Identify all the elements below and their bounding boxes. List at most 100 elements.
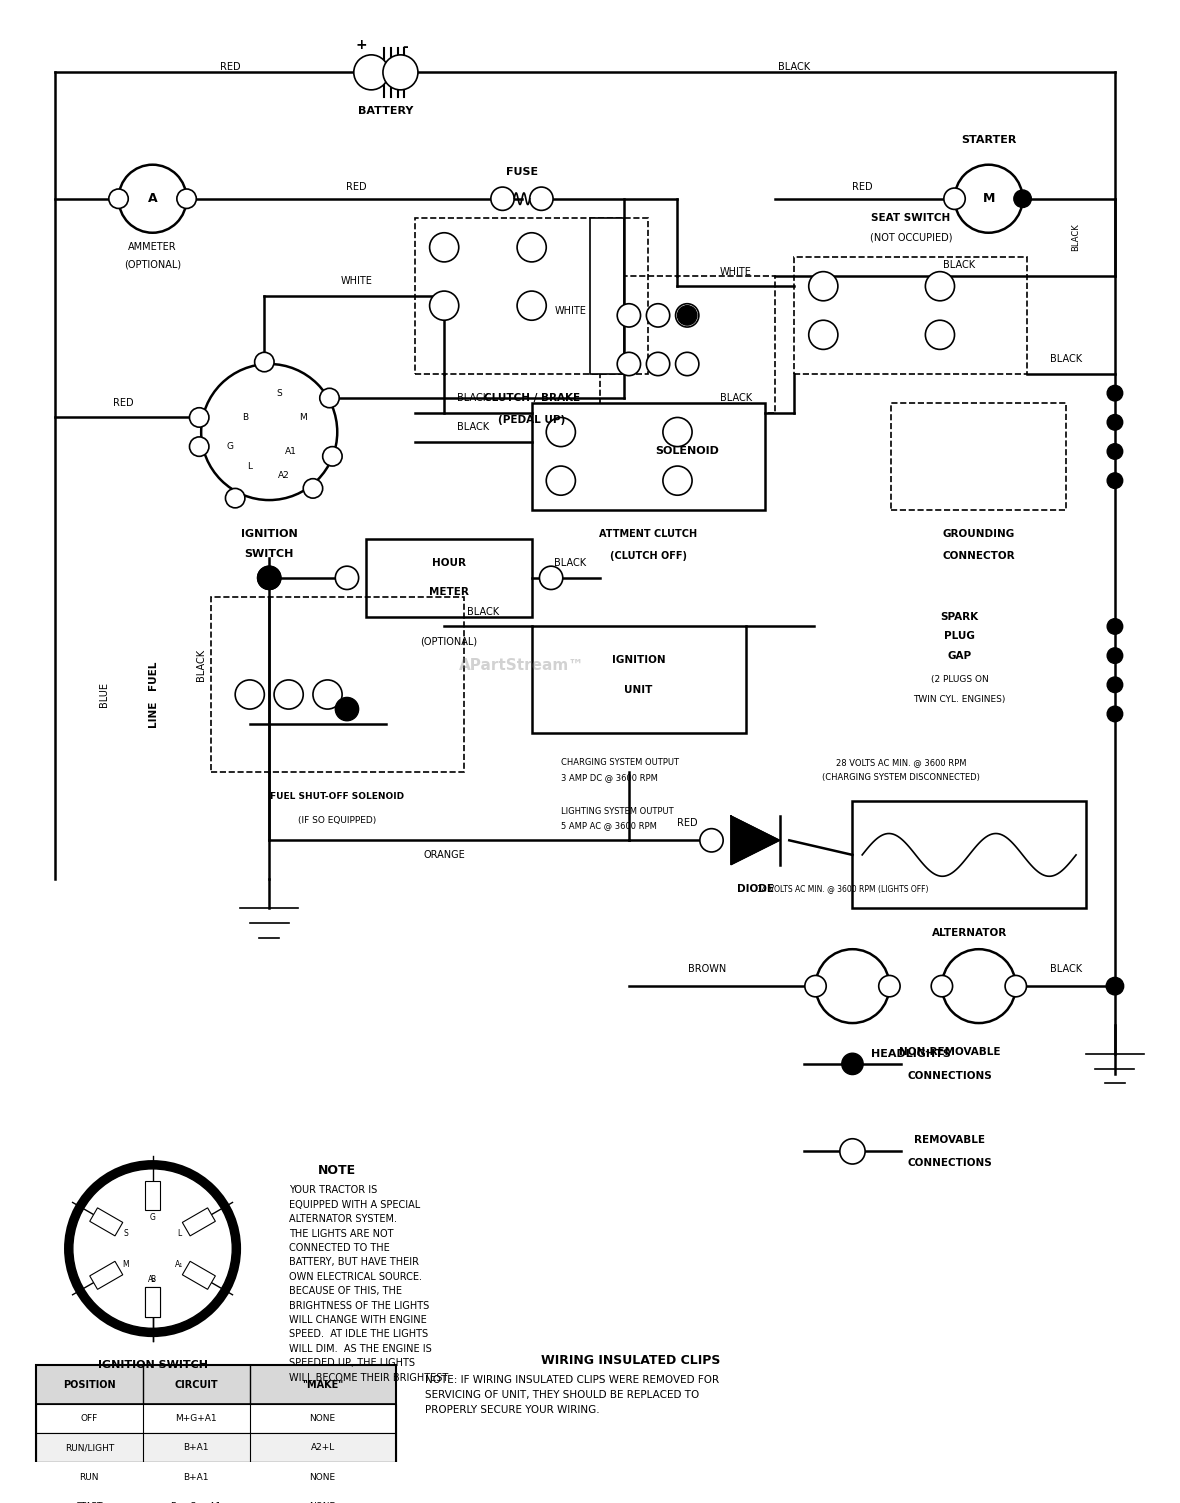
Bar [211,597,464,773]
Circle shape [942,950,1016,1024]
Text: A₂: A₂ [149,1275,157,1284]
Bar [35,1491,395,1503]
Text: CONNECTOR: CONNECTOR [943,552,1015,562]
Text: RED: RED [677,818,697,828]
Text: 5 AMP AC @ 3600 RPM: 5 AMP AC @ 3600 RPM [560,821,657,830]
Text: (OPTIONAL): (OPTIONAL) [420,636,478,646]
Circle shape [335,567,359,589]
Text: BLACK: BLACK [1071,224,1081,251]
Bar [367,540,532,616]
Bar [35,1365,395,1404]
Text: BLACK: BLACK [720,392,752,403]
Bar [35,1365,395,1503]
Text: CONNECTIONS: CONNECTIONS [907,1070,992,1081]
Text: FUEL SHUT-OFF SOLENOID: FUEL SHUT-OFF SOLENOID [270,792,405,801]
Text: OFF: OFF [80,1414,98,1423]
Bar [852,801,1086,908]
Text: NOTE: NOTE [319,1165,356,1177]
Text: SWITCH: SWITCH [244,549,294,559]
Bar [35,1462,395,1491]
Text: FUSE: FUSE [506,167,538,176]
Text: WHITE: WHITE [555,305,586,316]
Text: -: - [402,41,408,54]
Text: IGNITION: IGNITION [611,655,666,666]
Text: CHARGING SYSTEM OUTPUT: CHARGING SYSTEM OUTPUT [560,758,678,767]
Circle shape [190,437,209,457]
Text: BLACK: BLACK [1050,355,1082,364]
Circle shape [517,233,546,262]
Text: B: B [150,1275,155,1284]
Text: 14 VOLTS AC MIN. @ 3600 RPM (LIGHTS OFF): 14 VOLTS AC MIN. @ 3600 RPM (LIGHTS OFF) [758,884,929,893]
Text: BLACK: BLACK [196,649,206,681]
Circle shape [322,446,342,466]
Circle shape [320,388,339,407]
Text: DIODE: DIODE [736,884,774,894]
Circle shape [257,567,281,589]
Circle shape [177,189,196,209]
Text: BLACK: BLACK [1050,963,1082,974]
Text: SPARK: SPARK [940,612,978,622]
Text: M: M [300,413,307,422]
Circle shape [73,1169,232,1329]
Text: 3 AMP DC @ 3600 RPM: 3 AMP DC @ 3600 RPM [560,773,657,782]
Circle shape [647,352,670,376]
Circle shape [815,950,890,1024]
Circle shape [677,305,697,325]
Text: A2+L: A2+L [310,1443,335,1452]
Bar [590,218,624,374]
Text: (OPTIONAL): (OPTIONAL) [124,260,181,271]
Circle shape [1107,648,1122,663]
Text: SEAT SWITCH: SEAT SWITCH [871,213,950,222]
Circle shape [1014,189,1031,207]
Text: BROWN: BROWN [688,963,726,974]
Circle shape [303,478,322,497]
Text: BLACK: BLACK [778,63,811,72]
Text: ATTMENT CLUTCH: ATTMENT CLUTCH [599,529,697,540]
Bar [794,257,1028,374]
Circle shape [546,466,576,494]
Text: GAP: GAP [948,651,971,661]
Text: SOLENOID: SOLENOID [655,446,719,457]
Bar [145,1288,160,1317]
Circle shape [118,165,186,233]
Circle shape [1107,676,1122,693]
Text: S: S [276,389,282,398]
Text: (CLUTCH OFF): (CLUTCH OFF) [610,552,687,562]
Bar [183,1261,216,1290]
Bar [532,627,746,733]
Text: RUN: RUN [79,1473,99,1482]
Text: G: G [227,442,234,451]
Circle shape [1107,619,1122,634]
Text: RED: RED [347,182,367,192]
Text: "MAKE": "MAKE" [302,1380,343,1390]
Text: BLACK: BLACK [555,558,586,568]
Text: (PEDAL UP): (PEDAL UP) [498,415,565,425]
Text: A1: A1 [284,446,296,455]
Text: AMMETER: AMMETER [129,242,177,253]
Text: RED: RED [219,63,241,72]
Circle shape [925,272,955,301]
Circle shape [675,304,699,328]
Circle shape [808,320,838,349]
Circle shape [1107,443,1122,460]
Bar [145,1180,160,1210]
Circle shape [546,418,576,446]
Circle shape [879,975,900,996]
Text: ALTERNATOR: ALTERNATOR [931,927,1007,938]
Text: RED: RED [113,398,133,407]
Text: 28 VOLTS AC MIN. @ 3600 RPM: 28 VOLTS AC MIN. @ 3600 RPM [835,758,966,767]
Text: L: L [177,1228,182,1237]
Text: LIGHTING SYSTEM OUTPUT: LIGHTING SYSTEM OUTPUT [560,807,674,816]
Circle shape [313,679,342,709]
Text: TWIN CYL. ENGINES): TWIN CYL. ENGINES) [913,694,1005,703]
Text: NON-REMOVABLE: NON-REMOVABLE [899,1048,1001,1057]
Text: (NOT OCCUPIED): (NOT OCCUPIED) [870,233,952,242]
Circle shape [257,567,281,589]
Circle shape [1005,975,1027,996]
Text: B: B [242,413,248,422]
Bar [35,1404,395,1434]
Circle shape [931,975,952,996]
Circle shape [430,233,459,262]
Text: PLUG: PLUG [944,631,975,642]
Circle shape [201,364,337,500]
